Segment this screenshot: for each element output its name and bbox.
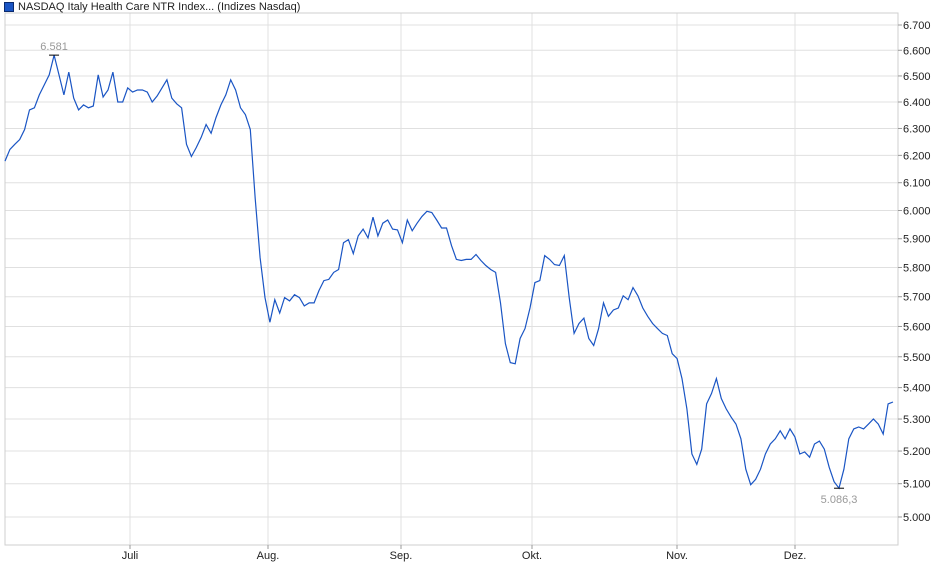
y-tick-label: 6.600 (903, 45, 931, 57)
annotations: 6.581 5.086,3 (40, 41, 857, 506)
y-tick-label: 6.100 (903, 178, 931, 190)
plot-frame (4, 12, 899, 546)
y-tick-label: 6.200 (903, 150, 931, 162)
x-axis: Juli Aug. Sep. Okt. Nov. Dez. (122, 545, 807, 562)
x-tick-label: Aug. (257, 550, 280, 562)
y-tick-label: 5.700 (903, 292, 931, 304)
series-line (4, 54, 894, 490)
y-tick-label: 5.100 (903, 479, 931, 491)
y-axis: 6.700 6.600 6.500 6.400 6.300 6.200 6.100 6.000… (898, 20, 931, 524)
legend: NASDAQ Italy Health Care NTR Index... (I… (4, 1, 300, 13)
y-tick-label: 5.800 (903, 262, 931, 274)
legend-swatch (4, 2, 14, 12)
y-tick-label: 5.600 (903, 321, 931, 333)
x-tick-label: Nov. (666, 550, 688, 562)
y-tick-label: 5.400 (903, 383, 931, 395)
y-tick-label: 6.500 (903, 71, 931, 83)
y-tick-label: 5.000 (903, 512, 931, 524)
grid (5, 13, 898, 545)
y-tick-label: 5.300 (903, 414, 931, 426)
y-tick-label: 6.300 (903, 123, 931, 135)
x-tick-label: Dez. (784, 550, 807, 562)
y-tick-label: 6.400 (903, 97, 931, 109)
x-tick-label: Sep. (390, 550, 413, 562)
min-label: 5.086,3 (821, 494, 858, 506)
y-tick-label: 5.500 (903, 352, 931, 364)
y-tick-label: 6.000 (903, 205, 931, 217)
x-tick-label: Juli (122, 550, 139, 562)
x-tick-label: Okt. (522, 550, 542, 562)
max-label: 6.581 (40, 41, 68, 53)
y-tick-label: 6.700 (903, 20, 931, 32)
y-tick-label: 5.900 (903, 234, 931, 246)
chart-title: NASDAQ Italy Health Care NTR Index... (I… (18, 1, 301, 13)
y-tick-label: 5.200 (903, 446, 931, 458)
